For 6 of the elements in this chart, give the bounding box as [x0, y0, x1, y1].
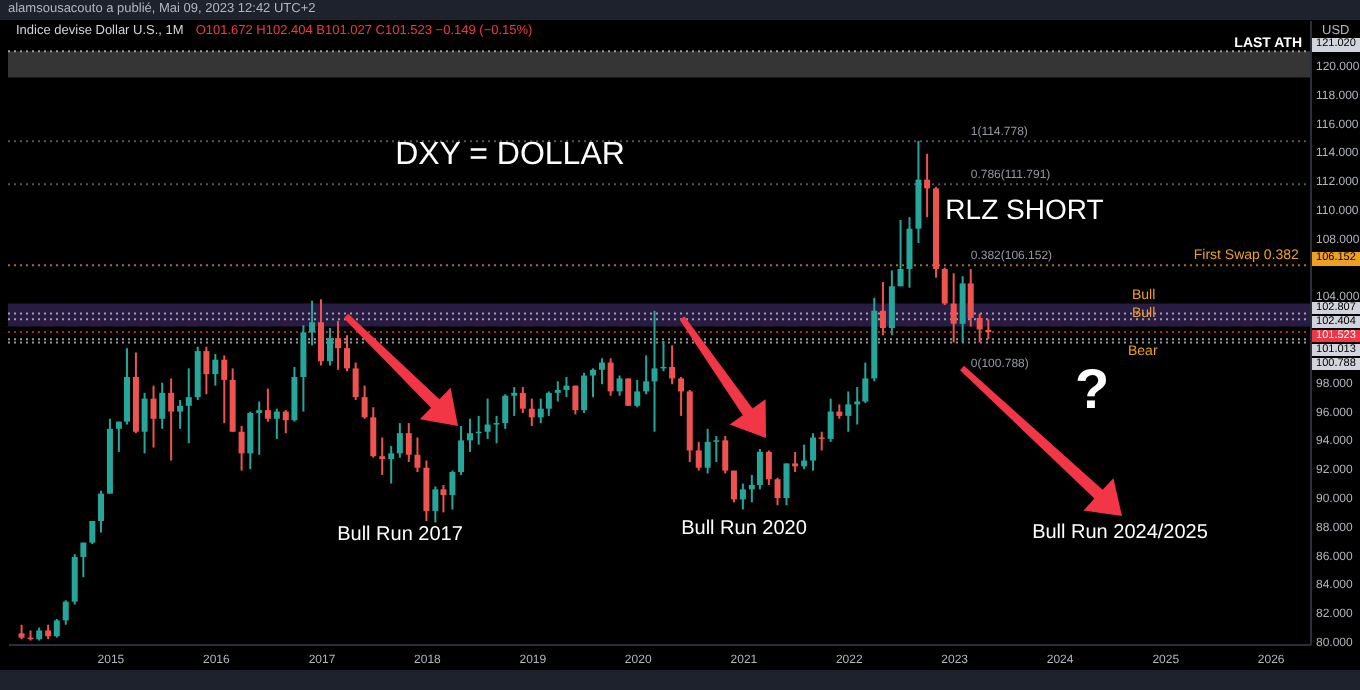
annotation: ?	[1074, 358, 1110, 420]
annotation: Bull Run 2017	[337, 524, 463, 546]
annotation: Bull Run 2024/2025	[1032, 522, 1208, 544]
annotation: DXY = DOLLAR	[395, 138, 625, 172]
annotation: Bull Run 2020	[681, 518, 807, 540]
annotation: RLZ SHORT	[945, 192, 1105, 225]
